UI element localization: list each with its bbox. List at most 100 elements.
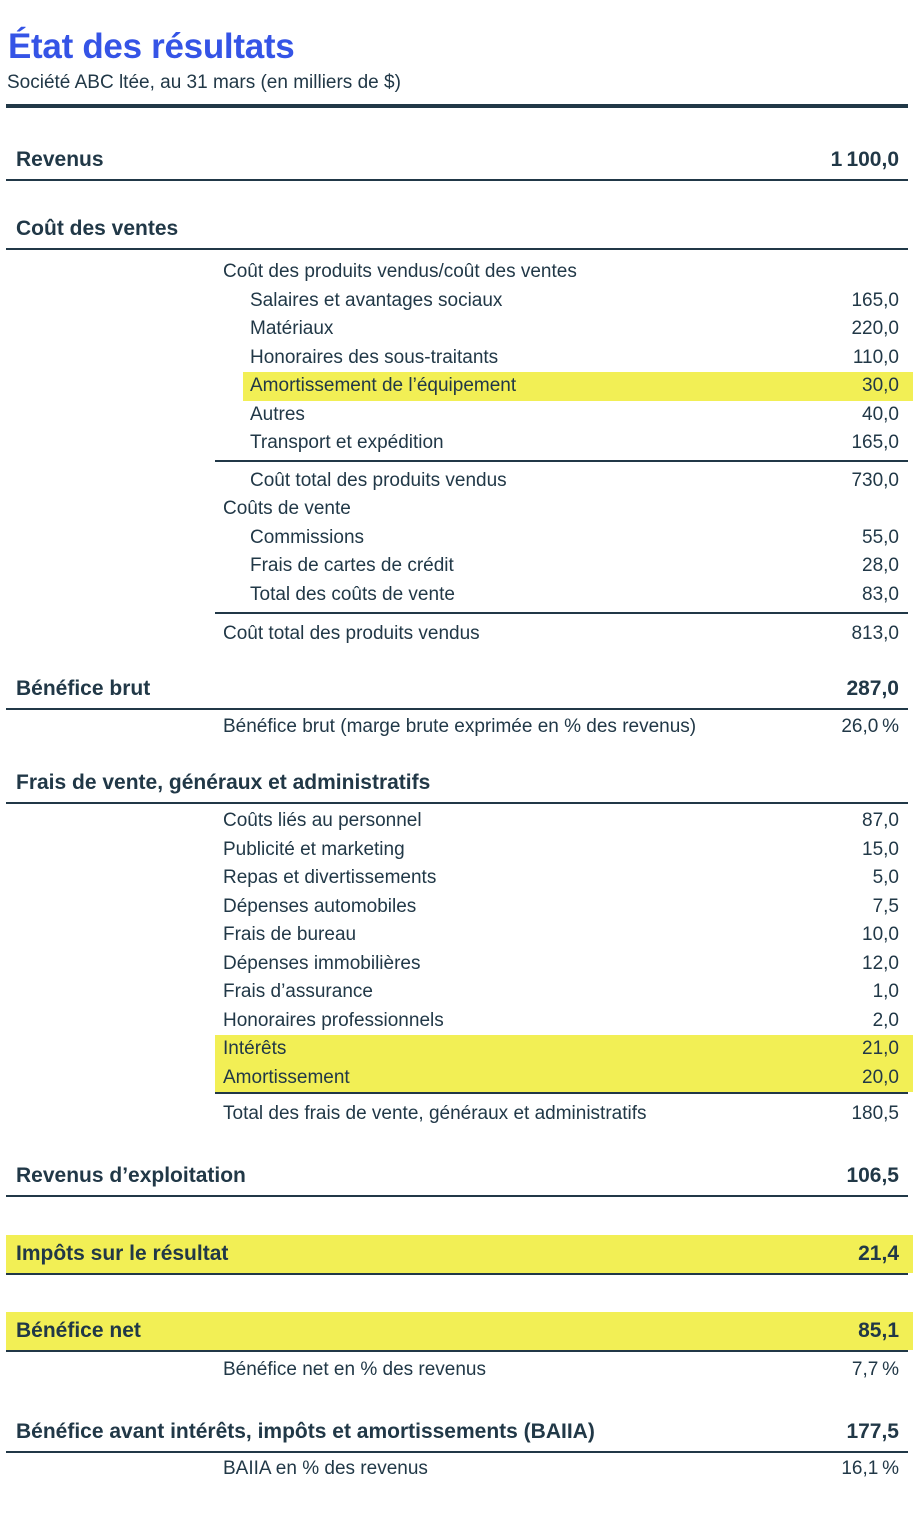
divider xyxy=(6,179,908,181)
row-label: BAIIA en % des revenus xyxy=(223,1458,428,1480)
row-label: Coût des produits vendus/coût des ventes xyxy=(223,261,577,283)
ebitda-row: Bénéfice avant intérêts, impôts et amort… xyxy=(6,1413,913,1451)
operating-income-row: Revenus d’exploitation 106,5 xyxy=(6,1157,913,1195)
row-value: 165,0 xyxy=(851,432,899,454)
row-label: Publicité et marketing xyxy=(223,838,405,860)
row-total-sga: Total des frais de vente, généraux et ad… xyxy=(215,1100,913,1129)
row-total-cost-of-goods: Coût total des produits vendus 813,0 xyxy=(215,620,913,649)
income-tax-row: Impôts sur le résultat 21,4 xyxy=(6,1234,913,1273)
row-value: 26,0 % xyxy=(841,715,899,737)
row-salaries: Salaires et avantages sociaux 165,0 xyxy=(243,287,913,316)
row-value: 220,0 xyxy=(851,318,899,340)
row-label: Transport et expédition xyxy=(250,432,444,454)
row-label: Total des coûts de vente xyxy=(250,583,455,605)
row-label: Intérêts xyxy=(223,1038,287,1060)
divider-partial xyxy=(215,612,908,614)
row-label: Impôts sur le résultat xyxy=(16,1241,229,1265)
row-value: 110,0 xyxy=(852,346,899,368)
row-value: 730,0 xyxy=(851,469,899,491)
row-value: 85,1 xyxy=(858,1318,899,1342)
row-value: 2,0 xyxy=(872,1009,899,1031)
divider xyxy=(6,1349,908,1352)
row-label: Revenus d’exploitation xyxy=(16,1163,246,1187)
row-value: 55,0 xyxy=(862,526,899,548)
row-property: Dépenses immobilières 12,0 xyxy=(215,950,913,979)
row-label: Coût total des produits vendus xyxy=(250,469,507,491)
row-label: Amortissement xyxy=(223,1066,350,1088)
row-label: Matériaux xyxy=(250,318,334,340)
gross-margin-row: Bénéfice brut (marge brute exprimée en %… xyxy=(215,713,913,742)
row-value: 10,0 xyxy=(862,924,899,946)
income-statement-document: État des résultats Société ABC ltée, au … xyxy=(6,27,913,1480)
divider-top xyxy=(6,104,908,108)
row-total-selling-costs: Total des coûts de vente 83,0 xyxy=(243,581,913,610)
row-label: Commissions xyxy=(250,526,365,548)
row-value: 5,0 xyxy=(872,867,899,889)
page-title: État des résultats xyxy=(8,27,295,66)
row-professional-fees: Honoraires professionnels 2,0 xyxy=(215,1007,913,1036)
row-value: 30,0 xyxy=(862,375,899,397)
row-value: 1,0 xyxy=(872,981,899,1003)
row-value: 813,0 xyxy=(851,623,899,645)
row-value: 7,5 xyxy=(872,895,899,917)
row-value: 20,0 xyxy=(862,1066,899,1088)
page-subtitle: Société ABC ltée, au 31 mars (en millier… xyxy=(7,72,401,93)
row-value: 28,0 xyxy=(862,555,899,577)
row-label: Frais de bureau xyxy=(223,924,357,946)
section-heading: Coût des ventes xyxy=(16,217,179,240)
row-selling-costs-group: Coûts de vente xyxy=(215,495,913,524)
row-value: 177,5 xyxy=(846,1420,899,1443)
row-label: Honoraires professionnels xyxy=(223,1009,444,1031)
row-label: Bénéfice net en % des revenus xyxy=(223,1358,487,1380)
row-value: 180,5 xyxy=(851,1103,899,1125)
row-label: Repas et divertissements xyxy=(223,867,437,889)
row-label: Autres xyxy=(250,403,305,425)
row-label: Dépenses automobiles xyxy=(223,895,417,917)
row-value: 7,7 % xyxy=(851,1358,899,1380)
row-label: Frais de cartes de crédit xyxy=(250,555,454,577)
divider-partial xyxy=(215,1092,908,1094)
row-other: Autres 40,0 xyxy=(243,401,913,430)
row-equipment-depreciation: Amortissement de l’équipement 30,0 xyxy=(243,372,913,401)
row-label: Coûts liés au personnel xyxy=(223,810,422,832)
gross-profit-row: Bénéfice brut 287,0 xyxy=(6,670,913,708)
row-interest: Intérêts 21,0 xyxy=(215,1035,913,1064)
divider xyxy=(6,707,908,710)
heading-sga: Frais de vente, généraux et administrati… xyxy=(6,764,913,802)
row-label: Coûts de vente xyxy=(223,498,351,520)
row-label: Amortissement de l’équipement xyxy=(250,375,517,397)
row-label: Bénéfice net xyxy=(16,1318,141,1342)
row-label: Salaires et avantages sociaux xyxy=(250,289,503,311)
row-office: Frais de bureau 10,0 xyxy=(215,921,913,950)
row-value: 12,0 xyxy=(862,952,899,974)
row-label: Honoraires des sous-traitants xyxy=(250,346,499,368)
row-depreciation: Amortissement 20,0 xyxy=(215,1063,913,1092)
row-label: Revenus xyxy=(16,148,104,171)
row-label: Bénéfice brut xyxy=(16,676,151,700)
divider xyxy=(6,1272,908,1275)
row-meals: Repas et divertissements 5,0 xyxy=(215,864,913,893)
row-personnel: Coûts liés au personnel 87,0 xyxy=(215,807,913,836)
divider xyxy=(6,1451,908,1453)
row-value: 21,0 xyxy=(862,1038,899,1060)
divider xyxy=(6,1194,908,1197)
revenue-row: Revenus 1 100,0 xyxy=(6,141,913,179)
row-label: Total des frais de vente, généraux et ad… xyxy=(223,1103,647,1125)
row-value: 165,0 xyxy=(851,289,899,311)
row-cogs-group: Coût des produits vendus/coût des ventes xyxy=(215,258,913,287)
row-subcontractor-fees: Honoraires des sous-traitants 110,0 xyxy=(243,344,913,373)
heading-cost-of-sales: Coût des ventes xyxy=(6,210,913,248)
net-income-row: Bénéfice net 85,1 xyxy=(6,1311,913,1350)
row-value: 15,0 xyxy=(862,838,899,860)
row-label: Frais d’assurance xyxy=(223,981,373,1003)
row-value: 287,0 xyxy=(846,676,899,700)
row-advertising: Publicité et marketing 15,0 xyxy=(215,836,913,865)
row-label: Dépenses immobilières xyxy=(223,952,421,974)
row-label: Coût total des produits vendus xyxy=(223,623,480,645)
row-value: 83,0 xyxy=(862,583,899,605)
row-value: 87,0 xyxy=(862,810,899,832)
row-value: 40,0 xyxy=(862,403,899,425)
divider xyxy=(6,802,908,804)
net-margin-row: Bénéfice net en % des revenus 7,7 % xyxy=(215,1356,913,1385)
row-value: 21,4 xyxy=(858,1241,899,1265)
